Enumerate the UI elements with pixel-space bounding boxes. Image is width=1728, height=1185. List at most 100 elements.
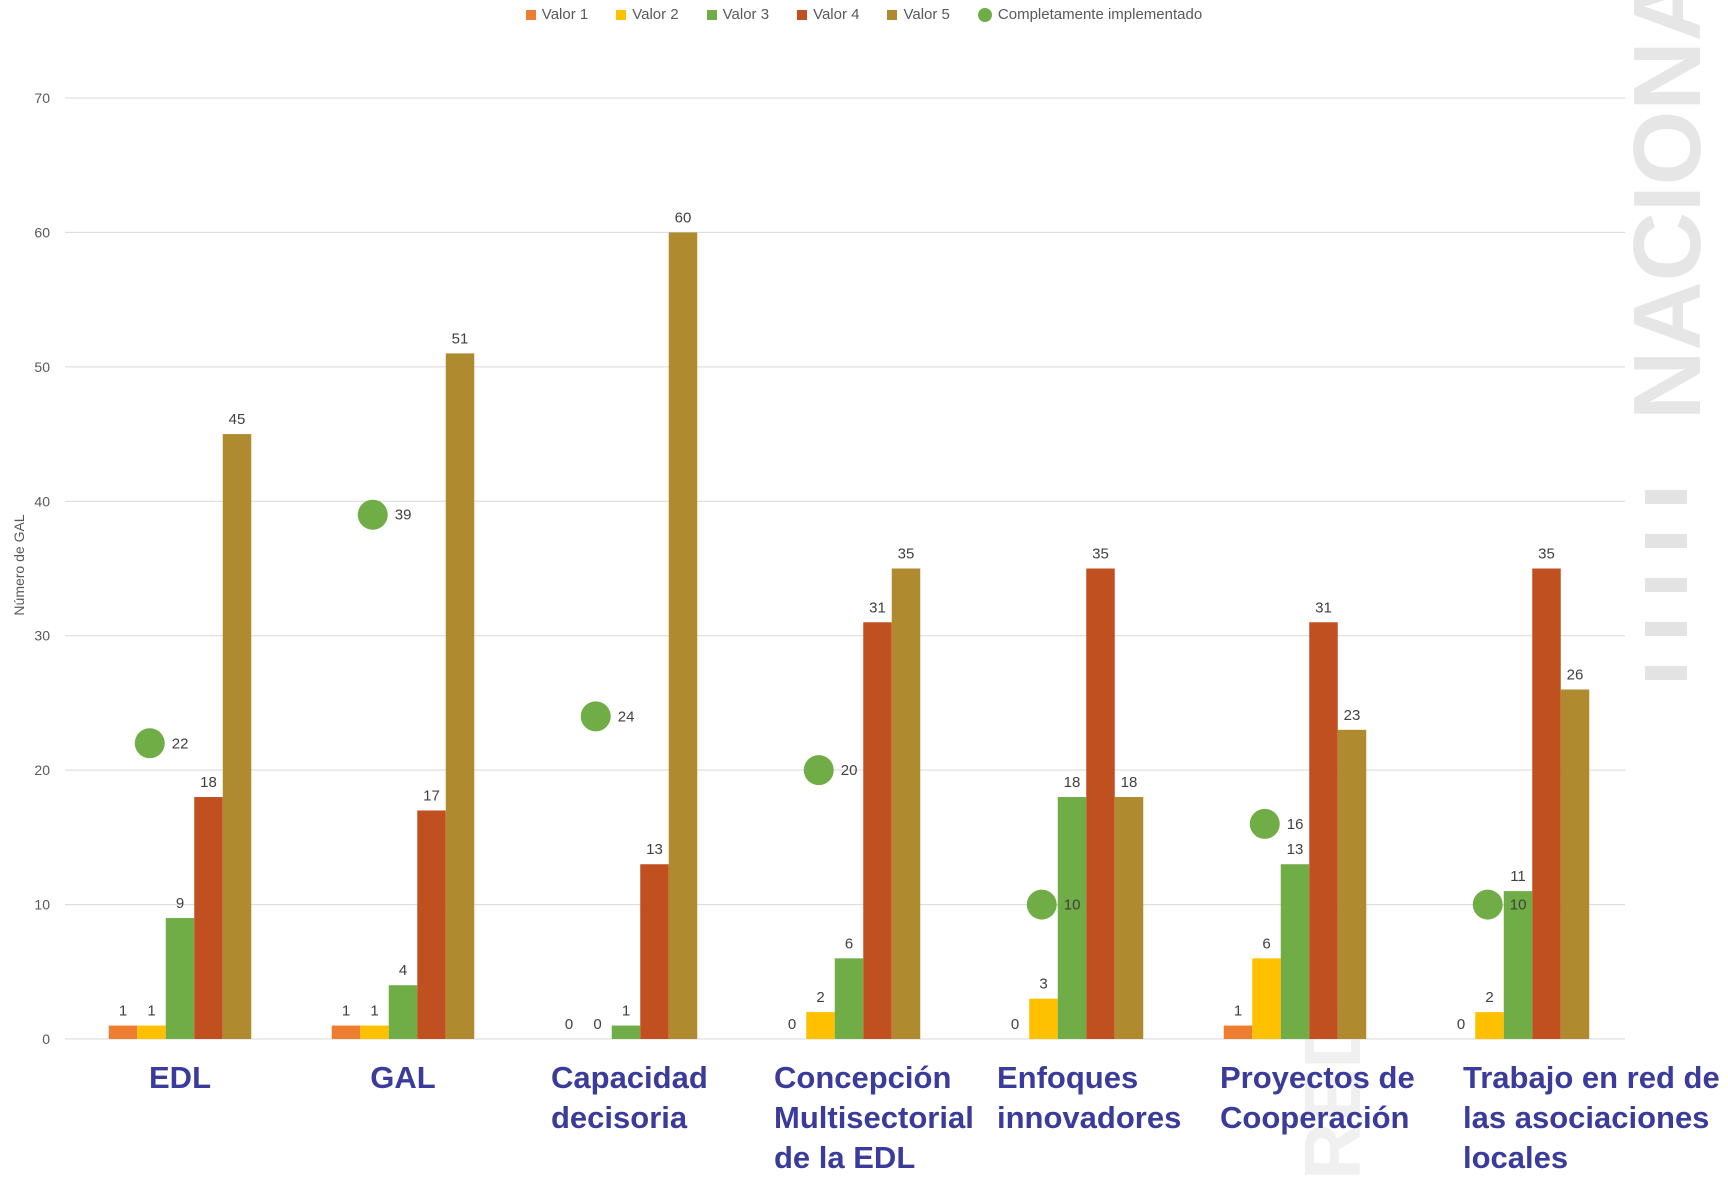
bar [445,353,475,1039]
data-label: 0 [1457,1016,1465,1033]
legend-swatch [616,9,627,20]
category-label: decisoria [551,1100,688,1135]
legend-label: Valor 2 [632,6,679,23]
marker-point [1026,889,1057,920]
y-tick-label: 40 [34,493,50,509]
data-label: 0 [1011,1016,1019,1033]
y-tick-label: 30 [34,628,50,644]
bar [1560,689,1590,1039]
category-label: EDL [149,1060,211,1095]
data-label: 11 [1510,868,1526,885]
bar [1086,568,1115,1039]
data-label: 35 [898,546,915,563]
watermark-bar [1645,622,1687,636]
data-label: 31 [1315,599,1332,616]
marker-point [357,499,388,530]
marker-label: 39 [395,507,412,524]
bar [834,958,864,1039]
data-label: 6 [1262,935,1270,952]
data-label: 13 [646,841,663,858]
bar [1280,864,1310,1039]
data-label: 17 [423,787,440,804]
gridlines [65,97,1625,1040]
marker-label: 20 [841,762,858,779]
watermark-bar [1645,490,1687,504]
y-tick-label: 0 [42,1031,50,1047]
bar [1337,729,1367,1039]
bar [1309,622,1338,1039]
data-label: 1 [622,1003,630,1020]
bar [1223,1025,1253,1039]
data-label: 18 [200,774,217,791]
bar [417,810,446,1039]
legend-swatch [797,9,808,20]
bar [137,1025,166,1039]
category-label: Trabajo en red de [1463,1060,1720,1095]
bar [1532,568,1561,1039]
marker-label: 16 [1287,816,1304,833]
marker-point [580,701,611,732]
data-label: 13 [1287,841,1304,858]
data-label: 35 [1538,546,1555,563]
legend-label: Valor 4 [813,6,860,23]
data-label: 51 [452,330,469,347]
y-tick-label: 20 [34,762,50,778]
bar [1475,1012,1504,1039]
category-label: innovadores [997,1100,1181,1135]
markers [134,499,1503,920]
watermark-text: NACIONAL [1614,0,1721,420]
y-tick-label: 50 [34,359,50,375]
data-label: 0 [788,1016,796,1033]
y-tick-label: 10 [34,897,50,913]
marker-label: 10 [1064,897,1081,914]
marker-label: 24 [618,708,635,725]
legend-item: Valor 5 [887,6,950,23]
data-label: 0 [593,1016,601,1033]
y-tick-label: 60 [34,224,50,240]
data-label: 0 [565,1016,573,1033]
category-label: Multisectorial [774,1100,974,1135]
marker-label: 22 [172,735,189,752]
category-labels: EDL GAL Capacidad decisoria Concepción Multis… [149,1060,1720,1175]
data-label: 26 [1567,666,1584,683]
category-label: Enfoques [997,1060,1138,1095]
data-label: 1 [370,1003,378,1020]
y-tick-label: 70 [34,90,50,106]
legend-label: Valor 5 [903,6,950,23]
bar [1057,797,1087,1039]
data-label: 31 [869,599,886,616]
marker-label: 10 [1510,897,1527,914]
legend-swatch [525,9,536,20]
category-label: de la EDL [774,1140,915,1175]
data-label: 3 [1039,976,1047,993]
legend: Valor 1 Valor 2 Valor 3 Valor 4 Valor 5 Compl… [0,6,1728,23]
marker-point [134,728,165,759]
data-label: 1 [1234,1003,1242,1020]
legend-item: Valor 4 [797,6,859,23]
category-label: Capacidad [551,1060,708,1095]
category-label: GAL [370,1060,435,1095]
watermark-bar [1645,666,1687,680]
data-label: 1 [119,1003,127,1020]
legend-item: Valor 1 [525,6,589,23]
legend-swatch [977,7,992,22]
category-label: Concepción [774,1060,951,1095]
data-label: 18 [1064,774,1081,791]
category-label: Cooperación [1220,1100,1409,1135]
bar [108,1025,138,1039]
y-axis-label: Número de GAL [11,514,27,615]
data-label: 45 [229,411,246,428]
data-label: 2 [816,989,824,1006]
bar [806,1012,835,1039]
legend-label: Valor 3 [722,6,770,23]
bar [863,622,892,1039]
category-label: las asociaciones [1463,1100,1709,1135]
data-label: 6 [845,935,853,952]
data-label: 18 [1121,774,1138,791]
legend-label: Valor 1 [541,6,589,23]
bar [222,434,252,1040]
marker-point [1472,889,1503,920]
